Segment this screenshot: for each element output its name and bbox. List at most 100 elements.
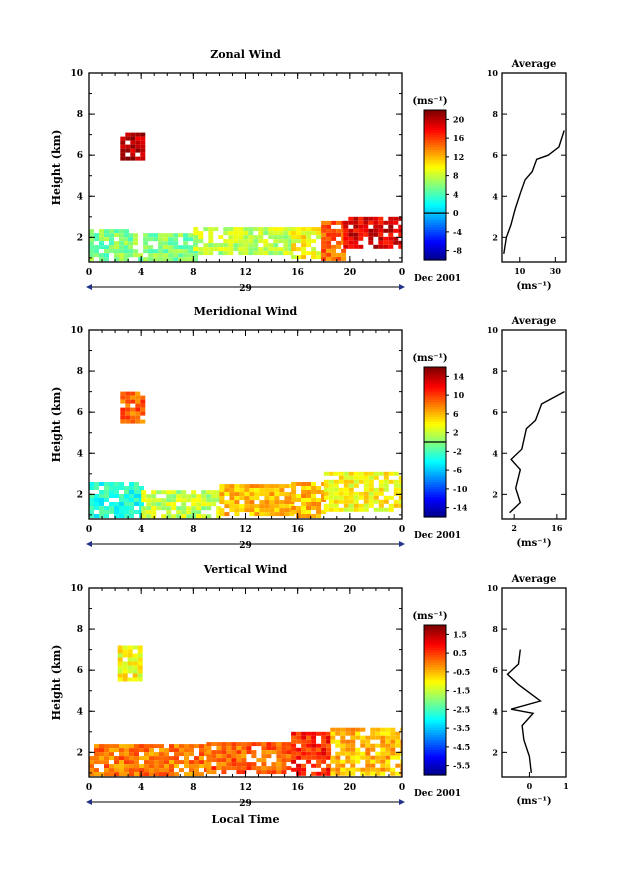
heat-cell bbox=[239, 488, 245, 493]
colorbar-segment bbox=[424, 667, 446, 671]
heat-cell bbox=[89, 253, 94, 258]
heat-cell bbox=[400, 767, 402, 772]
heat-cell bbox=[140, 136, 146, 141]
heat-cell bbox=[321, 236, 327, 241]
panel-title: Zonal Wind bbox=[210, 48, 281, 61]
heat-cell bbox=[316, 759, 322, 764]
heat-cell bbox=[243, 251, 249, 256]
colorbar-segment bbox=[424, 700, 446, 704]
heat-cell bbox=[189, 752, 194, 757]
heat-cell bbox=[368, 499, 374, 504]
heat-cell bbox=[328, 503, 334, 508]
heat-cell bbox=[159, 772, 164, 777]
heat-cell bbox=[311, 763, 317, 768]
colorbar-segment bbox=[424, 227, 446, 231]
heat-cell bbox=[353, 483, 359, 488]
heat-cell bbox=[378, 491, 384, 496]
x-tick-label: 0 bbox=[86, 783, 92, 793]
heat-cell bbox=[143, 233, 149, 238]
heat-cell bbox=[216, 742, 222, 747]
heat-cell bbox=[368, 232, 374, 237]
heat-cell bbox=[206, 490, 212, 495]
heat-cell bbox=[279, 488, 285, 493]
colorbar-segment bbox=[424, 692, 446, 696]
heat-cell bbox=[122, 669, 128, 674]
heat-cell bbox=[120, 140, 126, 145]
heat-cell bbox=[258, 235, 264, 240]
date-label: Dec 2001 bbox=[414, 531, 461, 541]
heat-cell bbox=[274, 504, 280, 509]
heat-cell bbox=[114, 760, 119, 765]
heat-cell bbox=[363, 495, 369, 500]
heat-cell bbox=[114, 756, 119, 761]
colorbar-tick-label: 20 bbox=[453, 114, 465, 124]
heat-cell bbox=[151, 498, 157, 503]
heat-cell bbox=[333, 483, 339, 488]
heat-cell bbox=[348, 507, 354, 512]
heat-cell bbox=[258, 239, 264, 244]
heat-cell bbox=[365, 763, 371, 768]
heat-cell bbox=[380, 763, 386, 768]
heat-cell bbox=[358, 479, 364, 484]
heat-cell bbox=[124, 514, 129, 518]
average-profile-line bbox=[503, 130, 565, 254]
heat-cell bbox=[143, 245, 149, 250]
heat-cell bbox=[368, 483, 374, 488]
heat-cell bbox=[109, 237, 114, 242]
heat-cell bbox=[183, 249, 189, 254]
heat-cell bbox=[328, 471, 334, 476]
heat-cell bbox=[263, 243, 269, 248]
heat-cell bbox=[120, 407, 126, 412]
heat-cell bbox=[323, 479, 329, 484]
heat-cell bbox=[400, 747, 402, 752]
heat-cell bbox=[306, 235, 312, 240]
heat-cell bbox=[169, 748, 174, 753]
heat-cell bbox=[94, 486, 99, 490]
x-tick-label: 12 bbox=[239, 783, 252, 793]
heat-cell bbox=[368, 503, 374, 508]
heat-cell bbox=[134, 490, 139, 494]
average-y-tick-label: 6 bbox=[492, 150, 498, 160]
heat-cell bbox=[296, 506, 302, 510]
heat-cell bbox=[316, 731, 322, 736]
heat-cell bbox=[144, 772, 149, 777]
heat-cell bbox=[268, 247, 274, 252]
heat-cell bbox=[323, 491, 329, 496]
heat-cell bbox=[286, 758, 292, 763]
heat-cell bbox=[94, 768, 99, 773]
heat-cell bbox=[140, 407, 146, 412]
heat-cell bbox=[128, 245, 134, 250]
heat-cell bbox=[153, 253, 159, 258]
heat-cell bbox=[341, 256, 347, 261]
heat-cell bbox=[219, 496, 225, 501]
heat-cell bbox=[375, 735, 381, 740]
heat-cell bbox=[355, 735, 361, 740]
heat-cell bbox=[135, 411, 141, 416]
heat-cell bbox=[158, 233, 164, 238]
heat-cell bbox=[393, 491, 399, 496]
heat-cell bbox=[343, 507, 349, 512]
heat-cell bbox=[124, 502, 129, 506]
colorbar-segment bbox=[424, 185, 446, 189]
heat-cell bbox=[124, 229, 129, 234]
y-tick-label: 10 bbox=[70, 326, 83, 336]
heat-cell bbox=[134, 744, 139, 749]
heat-cell bbox=[216, 490, 222, 495]
heat-cell bbox=[249, 488, 255, 493]
heat-cell bbox=[189, 764, 194, 769]
heat-cell bbox=[238, 239, 244, 244]
heat-cell bbox=[311, 739, 317, 744]
x-tick-label: 8 bbox=[190, 525, 196, 535]
average-x-tick-label: 1 bbox=[563, 781, 569, 791]
heat-cell bbox=[385, 763, 391, 768]
heat-cell bbox=[363, 224, 369, 229]
heat-cell bbox=[289, 512, 295, 517]
heat-cell bbox=[114, 494, 119, 498]
heat-cell bbox=[184, 772, 189, 777]
colorbar-segment bbox=[424, 142, 446, 146]
heat-cell bbox=[269, 500, 275, 505]
heat-cell bbox=[266, 770, 272, 775]
heat-cell bbox=[163, 249, 169, 254]
heat-cell bbox=[338, 491, 344, 496]
heat-cell bbox=[338, 499, 344, 504]
